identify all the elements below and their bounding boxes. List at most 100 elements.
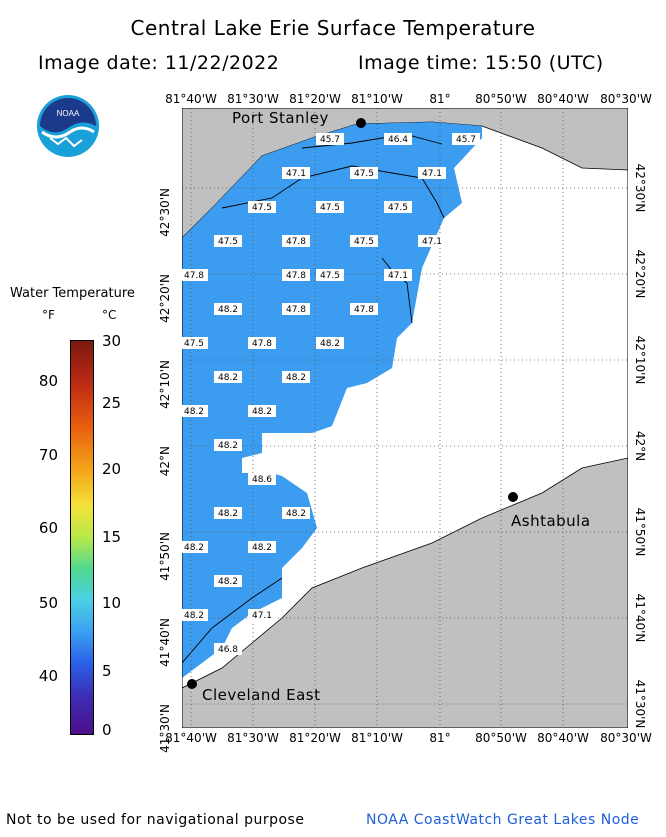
temperature-label-box: [214, 371, 242, 383]
lat-label-right: 41°40'N: [633, 593, 647, 643]
temperature-value: 47.5: [218, 237, 238, 247]
lon-label-bottom: 80°30'W: [600, 731, 652, 745]
f-tick: 70: [38, 446, 58, 464]
temperature-label: 47.5: [350, 167, 378, 179]
temperature-value: 48.2: [218, 373, 238, 383]
temperature-value: 47.8: [286, 305, 306, 315]
temperature-value: 48.2: [252, 407, 272, 417]
lat-label-right: 42°20'N: [633, 249, 647, 299]
temperature-label: 47.1: [418, 167, 446, 179]
temperature-label-box: [384, 133, 412, 145]
lat-label-right: 42°10'N: [633, 335, 647, 385]
temperature-value: 48.2: [184, 407, 204, 417]
lat-label-right: 41°30'N: [633, 679, 647, 729]
image-time: Image time: 15:50 (UTC): [358, 52, 604, 74]
temperature-label-box: [248, 541, 276, 553]
temperature-value: 47.5: [320, 203, 340, 213]
temperature-value: 47.8: [286, 237, 306, 247]
footer-disclaimer: Not to be used for navigational purpose: [6, 812, 305, 828]
f-tick: 50: [38, 594, 58, 612]
temperature-value: 47.5: [184, 339, 204, 349]
temperature-label: 47.5: [248, 201, 276, 213]
lat-label-right: 42°30'N: [633, 163, 647, 213]
ashtabula-marker: [508, 492, 518, 502]
c-tick: 15: [102, 528, 122, 546]
temperature-label: 48.2: [316, 337, 344, 349]
temperature-value: 47.1: [422, 237, 442, 247]
temperature-label: 47.1: [384, 269, 412, 281]
temperature-label: 46.4: [384, 133, 412, 145]
temperature-label: 48.2: [214, 371, 242, 383]
lon-label-top: 81°30'W: [227, 92, 279, 106]
lon-label-top: 81°20'W: [289, 92, 341, 106]
temperature-label: 47.8: [282, 269, 310, 281]
lon-label-bottom: 80°40'W: [537, 731, 589, 745]
lat-label-left: 42°20'N: [158, 274, 172, 323]
temperature-label-box: [214, 643, 242, 655]
image-date: Image date: 11/22/2022: [38, 52, 280, 74]
temperature-label-box: [182, 609, 208, 621]
legend-unit-f: °F: [42, 308, 55, 322]
isotherm-line: [182, 577, 283, 664]
lon-label-bottom: 81°: [429, 731, 451, 745]
temperature-label-box: [316, 337, 344, 349]
temperature-value: 45.7: [320, 135, 340, 145]
temperature-value: 47.5: [320, 271, 340, 281]
lon-label-top: 81°10'W: [351, 92, 403, 106]
temperature-label-box: [316, 133, 344, 145]
temperature-label: 47.8: [350, 303, 378, 315]
c-tick: 25: [102, 394, 122, 412]
temperature-label: 46.8: [214, 643, 242, 655]
temperature-label: 48.2: [182, 609, 208, 621]
temperature-label-box: [282, 235, 310, 247]
temperature-label-box: [282, 507, 310, 519]
temperature-label-box: [248, 405, 276, 417]
lat-label-left: 41°30'N: [158, 704, 172, 753]
temperature-label-box: [384, 201, 412, 213]
temperature-label-box: [214, 507, 242, 519]
ashtabula-label: Ashtabula: [511, 512, 591, 530]
temperature-value: 48.2: [184, 611, 204, 621]
cleveland-east-marker: [187, 679, 197, 689]
lon-label-bottom: 80°50'W: [475, 731, 527, 745]
temperature-value: 45.7: [456, 135, 476, 145]
temperature-label-box: [316, 201, 344, 213]
f-tick: 60: [38, 519, 58, 537]
temperature-label-box: [418, 235, 446, 247]
temperature-label: 47.1: [248, 609, 276, 621]
temperature-label: 47.8: [182, 269, 208, 281]
lon-label-top: 80°30'W: [600, 92, 652, 106]
lat-label-left: 41°40'N: [158, 618, 172, 667]
temperature-value: 47.1: [422, 169, 442, 179]
temperature-label-box: [282, 167, 310, 179]
temperature-value: 48.2: [286, 373, 306, 383]
lon-label-bottom: 81°20'W: [289, 731, 341, 745]
temperature-label: 47.5: [214, 235, 242, 247]
temperature-label-box: [350, 303, 378, 315]
temperature-label: 48.2: [214, 439, 242, 451]
temperature-label: 48.2: [182, 541, 208, 553]
c-tick: 0: [102, 721, 112, 739]
temperature-label-box: [316, 269, 344, 281]
temperature-label: 48.2: [214, 575, 242, 587]
lat-label-left: 42°N: [158, 446, 172, 477]
temperature-label: 48.2: [214, 303, 242, 315]
lon-label-bottom: 81°30'W: [227, 731, 279, 745]
temperature-label: 48.2: [248, 541, 276, 553]
temperature-colorbar: [70, 340, 94, 735]
temperature-label: 48.2: [214, 507, 242, 519]
temperature-label: 47.1: [282, 167, 310, 179]
temperature-value: 48.2: [286, 509, 306, 519]
temperature-label-box: [248, 337, 276, 349]
map-title: Central Lake Erie Surface Temperature: [130, 16, 536, 40]
lon-label-bottom: 81°10'W: [351, 731, 403, 745]
temperature-value: 48.2: [252, 543, 272, 553]
f-tick: 80: [38, 372, 58, 390]
temperature-label-box: [214, 439, 242, 451]
temperature-label-box: [248, 473, 276, 485]
temperature-label-box: [350, 235, 378, 247]
legend-unit-c: °C: [102, 308, 117, 322]
temperature-label-box: [418, 167, 446, 179]
lon-label-top: 80°50'W: [475, 92, 527, 106]
temperature-value: 48.2: [218, 441, 238, 451]
